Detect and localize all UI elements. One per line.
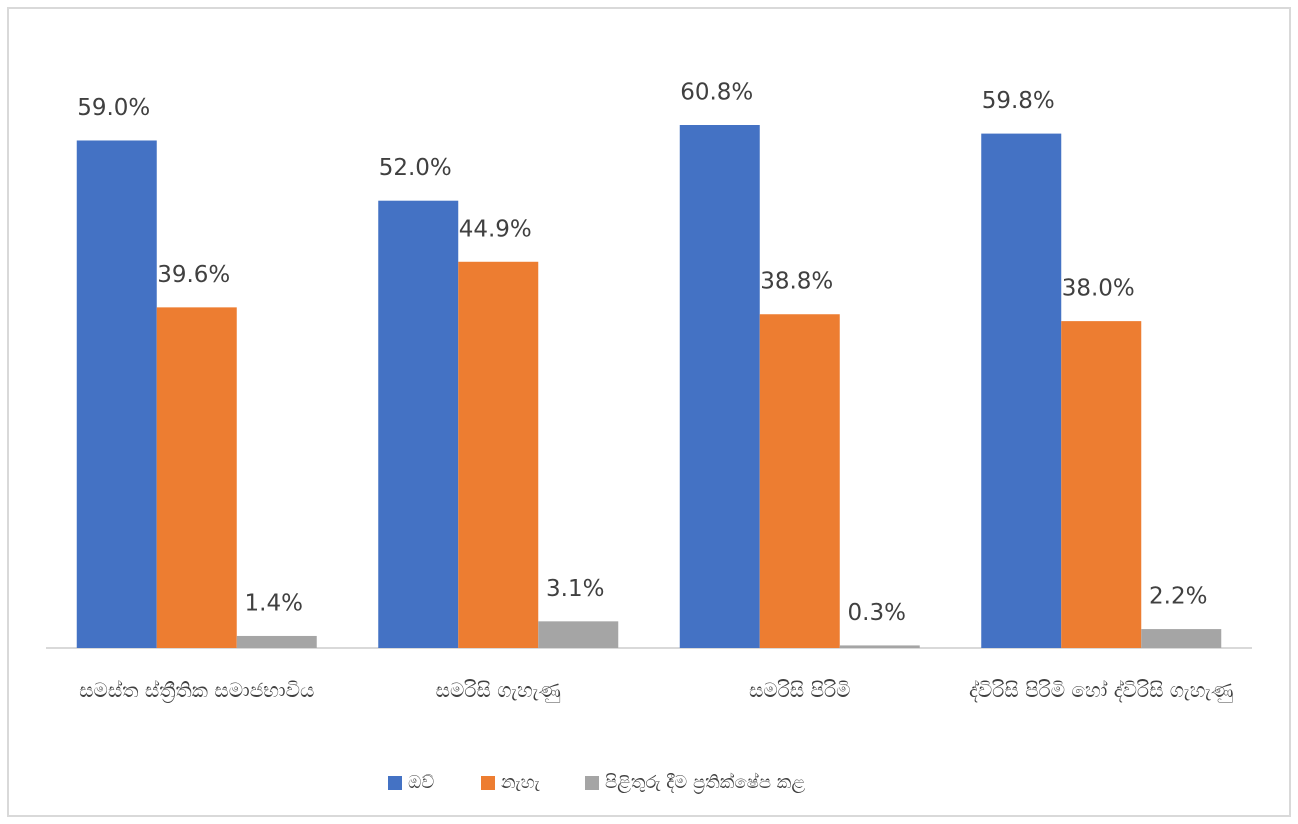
data-label: 3.1% — [546, 576, 604, 602]
bar — [759, 314, 840, 648]
x-tick-label: සමරිසි ගැහැණු — [435, 678, 561, 702]
data-label: 2.2% — [1149, 584, 1207, 610]
x-tick-label: සමස්ත ස්ත්‍රීතික සමාජභාවිය — [79, 678, 315, 702]
bar — [76, 140, 157, 648]
data-label: 1.4% — [245, 590, 303, 616]
bar — [679, 125, 760, 648]
data-label: 39.6% — [157, 262, 230, 288]
legend-label: නැහැ — [501, 772, 541, 793]
x-tick-label: සමරිසි පිරිමි — [748, 678, 851, 702]
data-label: 38.0% — [1062, 276, 1135, 302]
bar — [236, 635, 317, 648]
legend-swatch — [481, 776, 495, 790]
bar — [1061, 321, 1142, 648]
bar — [1141, 629, 1222, 648]
legend-swatch — [388, 776, 402, 790]
legend-label: පිළිතුරු දීම ප්‍රතික්ෂේප කළ — [605, 772, 805, 794]
bar — [156, 307, 237, 648]
data-label: 59.0% — [77, 95, 150, 121]
data-label: 44.9% — [459, 216, 532, 242]
data-label: 60.8% — [680, 80, 753, 106]
bar — [538, 621, 619, 648]
legend-label: ඔව් — [408, 772, 434, 793]
bar — [378, 200, 459, 648]
legend-swatch — [585, 776, 599, 790]
x-tick-label: ද්විරිසි පිරිමි හෝ ද්විරිසි ගැහැණු — [969, 678, 1234, 702]
data-label: 52.0% — [379, 155, 452, 181]
bar — [458, 261, 539, 648]
bar — [981, 133, 1062, 648]
data-label: 59.8% — [982, 88, 1055, 114]
data-label: 38.8% — [760, 269, 833, 295]
data-label: 0.3% — [848, 600, 906, 626]
bar — [839, 645, 920, 648]
